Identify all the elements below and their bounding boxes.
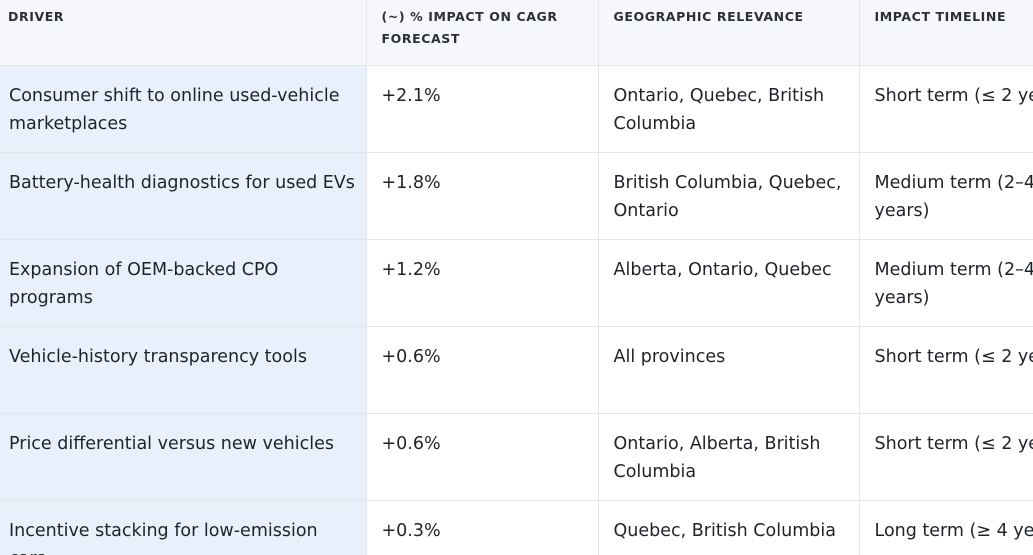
header-impact: (~) % IMPACT ON CAGR FORECAST <box>366 0 599 66</box>
impact-cell: +0.6% <box>366 413 599 501</box>
geo-cell: Alberta, Ontario, Quebec <box>598 239 860 327</box>
driver-cell: Price differential versus new vehicles <box>0 413 367 501</box>
timeline-cell: Short term (≤ 2 years) <box>859 413 1033 501</box>
geo-cell: Ontario, Alberta, British Columbia <box>598 413 860 501</box>
header-impact-line1: (~) % IMPACT ON CAGR <box>381 9 558 24</box>
table-row: Consumer shift to online used-vehicle ma… <box>0 65 1033 153</box>
impact-cell: +1.8% <box>366 152 599 240</box>
table-row: Vehicle-history transparency tools +0.6%… <box>0 326 1033 414</box>
table-row: Incentive stacking for low-emission cars… <box>0 500 1033 555</box>
table-body: Consumer shift to online used-vehicle ma… <box>0 65 1033 555</box>
header-driver: DRIVER <box>0 0 367 66</box>
geo-cell: Ontario, Quebec, British Columbia <box>598 65 860 153</box>
geo-cell: Quebec, British Columbia <box>598 500 860 555</box>
timeline-cell: Medium term (2–4 years) <box>859 152 1033 240</box>
table-row: Expansion of OEM-backed CPO programs +1.… <box>0 239 1033 327</box>
timeline-text: Medium term (2–4 years) <box>874 259 1033 308</box>
impact-cell: +1.2% <box>366 239 599 327</box>
impact-cell: +0.6% <box>366 326 599 414</box>
geo-cell: All provinces <box>598 326 860 414</box>
driver-cell: Consumer shift to online used-vehicle ma… <box>0 65 367 153</box>
header-row: DRIVER (~) % IMPACT ON CAGR FORECAST GEO… <box>0 0 1033 66</box>
timeline-text: Medium term (2–4 years) <box>874 172 1033 221</box>
timeline-text: Short term (≤ 2 years) <box>874 346 1033 367</box>
timeline-text: Short term (≤ 2 years) <box>874 433 1033 454</box>
timeline-text: Short term (≤ 2 years) <box>874 85 1033 106</box>
impact-cell: +0.3% <box>366 500 599 555</box>
timeline-cell: Medium term (2–4 years) <box>859 239 1033 327</box>
table-header: DRIVER (~) % IMPACT ON CAGR FORECAST GEO… <box>0 0 1033 66</box>
timeline-cell: Short term (≤ 2 years) <box>859 326 1033 414</box>
driver-cell: Expansion of OEM-backed CPO programs <box>0 239 367 327</box>
timeline-cell: Short term (≤ 2 years) <box>859 65 1033 153</box>
header-impact-timeline: IMPACT TIMELINE <box>859 0 1033 66</box>
timeline-text: Long term (≥ 4 years) <box>874 520 1033 541</box>
driver-cell: Battery-health diagnostics for used EVs <box>0 152 367 240</box>
timeline-cell: Long term (≥ 4 years) <box>859 500 1033 555</box>
driver-cell: Incentive stacking for low-emission cars <box>0 500 367 555</box>
header-geographic-relevance: GEOGRAPHIC RELEVANCE <box>598 0 860 66</box>
geo-cell: British Columbia, Quebec, Ontario <box>598 152 860 240</box>
impact-cell: +2.1% <box>366 65 599 153</box>
driver-cell: Vehicle-history transparency tools <box>0 326 367 414</box>
table-row: Battery-health diagnostics for used EVs … <box>0 152 1033 240</box>
table-row: Price differential versus new vehicles +… <box>0 413 1033 501</box>
header-impact-line2: FORECAST <box>381 31 461 46</box>
